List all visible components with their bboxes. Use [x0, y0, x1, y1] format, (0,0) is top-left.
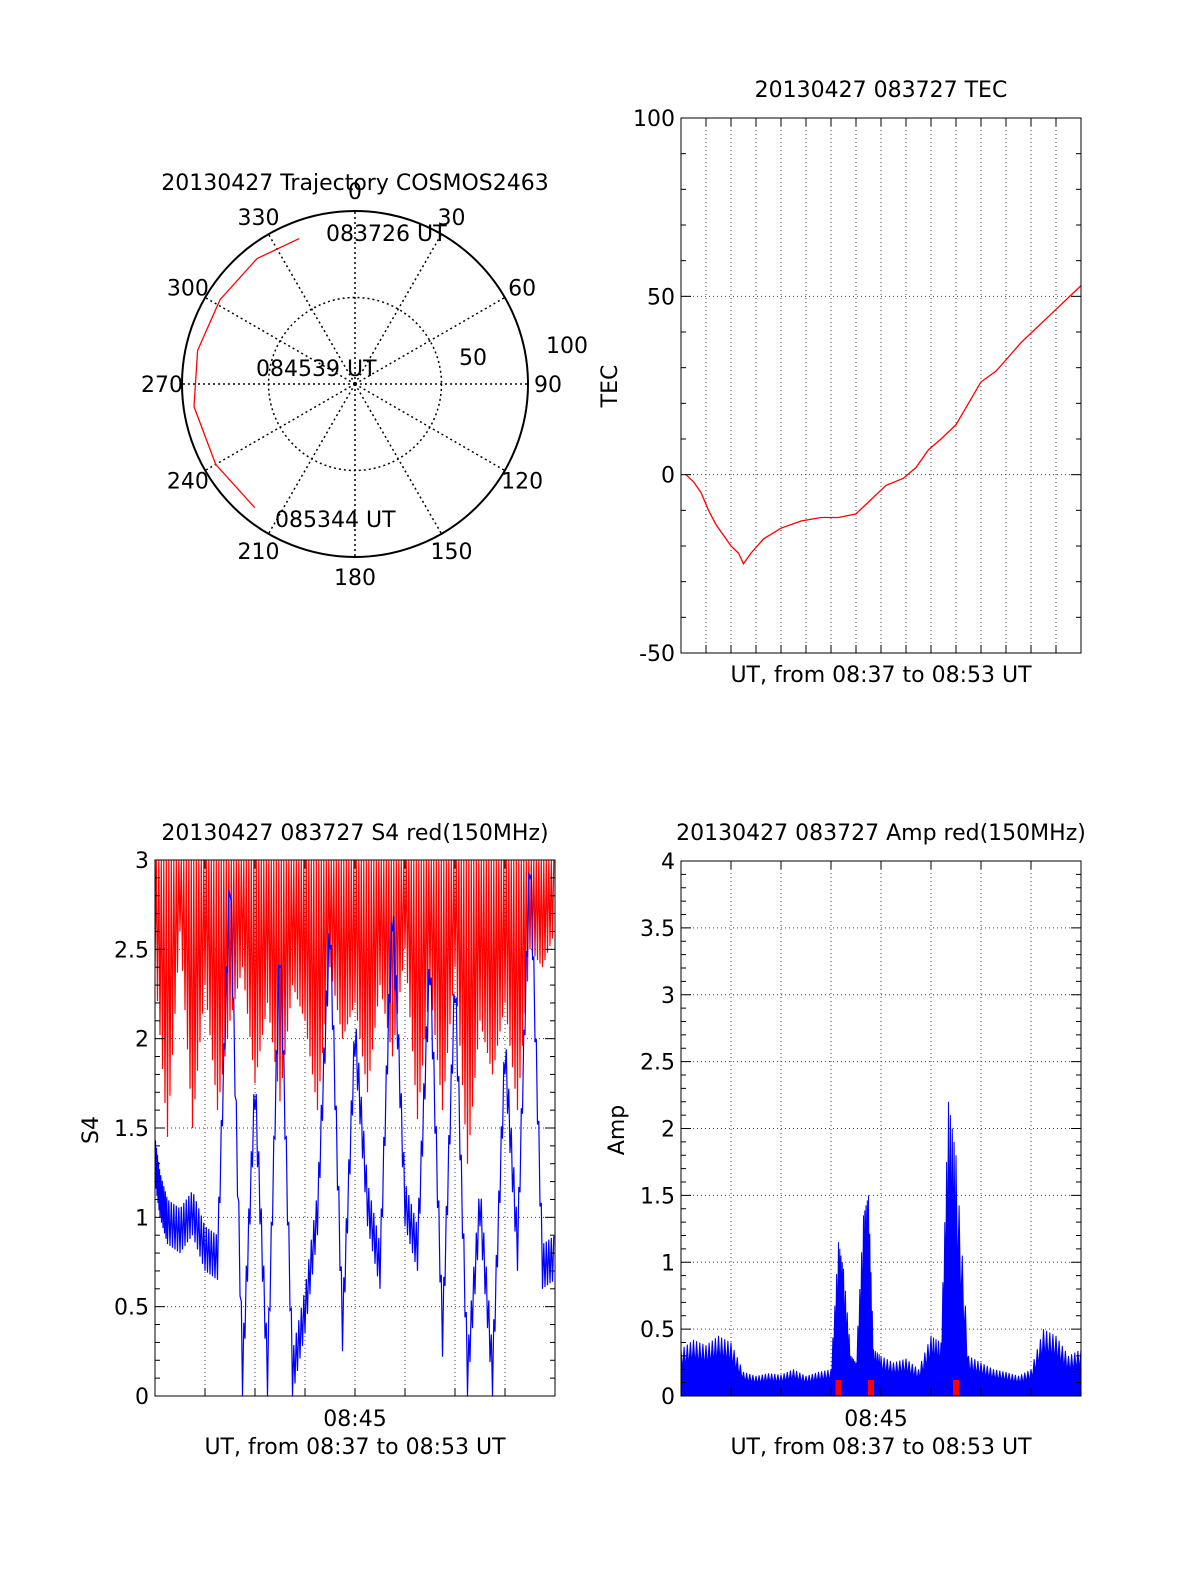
y-tick-label: 0: [661, 1385, 675, 1410]
azimuth-labels: 0 30 60 90 120 150 180 210 240 270 300 330: [141, 180, 562, 591]
y-tick-label: 50: [647, 285, 675, 310]
s4-xlabel: UT, from 08:37 to 08:53 UT: [204, 1435, 506, 1460]
y-tick-label: 0: [135, 1385, 149, 1410]
azimuth-label: 330: [238, 206, 280, 231]
s4-ylabel: S4: [79, 1116, 104, 1144]
y-tick-label: 0.5: [640, 1318, 675, 1343]
y-tick-label: 4: [661, 850, 675, 875]
x-tick-label: 08:45: [844, 1407, 907, 1432]
polar-spoke-120: [354, 383, 506, 472]
amp-red-mark: [868, 1380, 874, 1396]
azimuth-label: 180: [334, 566, 376, 591]
amp-panel: 20130427 083727 Amp red(150MHz) 0 0.5 1 1.5…: [605, 821, 1086, 1460]
amp-ylabel: Amp: [605, 1105, 630, 1155]
tec-y-tick-labels: -50 0 50 100: [633, 107, 675, 667]
x-tick-label: 08:45: [323, 1407, 386, 1432]
s4-line: [155, 872, 555, 1396]
azimuth-label: 300: [167, 277, 209, 302]
tec-ticks: [680, 117, 1082, 654]
y-tick-label: 0.5: [114, 1296, 149, 1321]
s4-x-tick-labels: 08:45: [323, 1407, 386, 1432]
s4-y-tick-labels: 0 0.5 1 1.5 2 2.5 3: [114, 849, 149, 1410]
amp-ticks: [680, 860, 1082, 1397]
s4-title: 20130427 083727 S4 red(150MHz): [161, 821, 548, 846]
azimuth-label: 240: [167, 470, 209, 495]
y-tick-label: -50: [639, 642, 675, 667]
amp-x-tick-labels: 08:45: [844, 1407, 907, 1432]
amp-grid: [681, 861, 1081, 1396]
y-tick-label: 3.5: [640, 917, 675, 942]
trajectory-panel: 20130427 Trajectory COSMOS2463 0 30 60 90 12…: [141, 171, 588, 591]
trajectory-annotation: 083726 UT: [326, 222, 447, 247]
s4-line: [155, 860, 555, 1164]
amp-area: [680, 1101, 1082, 1397]
azimuth-label: 30: [438, 206, 466, 231]
polar-spoke-240: [204, 383, 356, 472]
amp-red-mark: [953, 1380, 959, 1396]
polar-grid: [181, 210, 529, 558]
polar-spoke-210: [267, 383, 356, 535]
azimuth-label: 60: [508, 277, 536, 302]
tec-ylabel: TEC: [598, 365, 623, 409]
y-tick-label: 2.5: [114, 938, 149, 963]
amp-title: 20130427 083727 Amp red(150MHz): [676, 821, 1086, 846]
polar-outer-ring: [181, 210, 529, 558]
y-tick-label: 1: [135, 1206, 149, 1231]
radial-label-100: 100: [546, 334, 588, 359]
y-tick-label: 2.5: [640, 1051, 675, 1076]
polar-spoke-150: [354, 383, 443, 535]
polar-spoke-60: [354, 296, 506, 385]
trajectory-line: [193, 238, 300, 509]
amp-series: [680, 1101, 1082, 1397]
s4-panel: 20130427 083727 S4 red(150MHz) 0 0.5 1 1.5 2…: [79, 821, 556, 1460]
amp-xlabel: UT, from 08:37 to 08:53 UT: [730, 1435, 1032, 1460]
y-tick-label: 3: [661, 984, 675, 1009]
radial-labels: 50 100: [459, 334, 588, 371]
y-tick-label: 1.5: [640, 1184, 675, 1209]
amp-red-mark: [835, 1380, 842, 1396]
tec-panel: 20130427 083727 TEC -50 0 50 100 TEC UT, fr…: [598, 78, 1082, 688]
tec-title: 20130427 083727 TEC: [755, 78, 1008, 103]
trajectory-title: 20130427 Trajectory COSMOS2463: [161, 171, 548, 196]
y-tick-label: 2: [661, 1118, 675, 1143]
y-tick-label: 3: [135, 849, 149, 874]
polar-spoke-300: [204, 296, 356, 385]
trajectory-annotations: 083726 UT 084539 UT 085344 UT: [256, 222, 447, 533]
amp-y-tick-labels: 0 0.5 1 1.5 2 2.5 3 3.5 4: [640, 850, 675, 1410]
y-tick-label: 0: [661, 464, 675, 489]
trajectory-annotation: 085344 UT: [275, 508, 396, 533]
azimuth-label: 0: [348, 180, 362, 205]
s4-ticks: [154, 859, 556, 1397]
s4-series: [155, 860, 555, 1396]
trajectory-annotation: 084539 UT: [256, 357, 377, 382]
y-tick-label: 2: [135, 1028, 149, 1053]
y-tick-label: 1: [661, 1251, 675, 1276]
tec-line: [685, 285, 1082, 566]
azimuth-label: 270: [141, 373, 183, 398]
tec-xlabel: UT, from 08:37 to 08:53 UT: [730, 663, 1032, 688]
polar-spoke-30: [354, 233, 443, 385]
trajectory-series: [193, 238, 300, 509]
y-tick-label: 1.5: [114, 1117, 149, 1142]
polar-spoke-330: [267, 233, 356, 385]
tec-grid: [681, 118, 1081, 653]
y-tick-label: 100: [633, 107, 675, 132]
azimuth-label: 120: [501, 470, 543, 495]
radial-label-50: 50: [459, 346, 487, 371]
azimuth-label: 150: [431, 540, 473, 565]
azimuth-label: 210: [238, 540, 280, 565]
azimuth-label: 90: [534, 373, 562, 398]
tec-series: [685, 285, 1082, 566]
